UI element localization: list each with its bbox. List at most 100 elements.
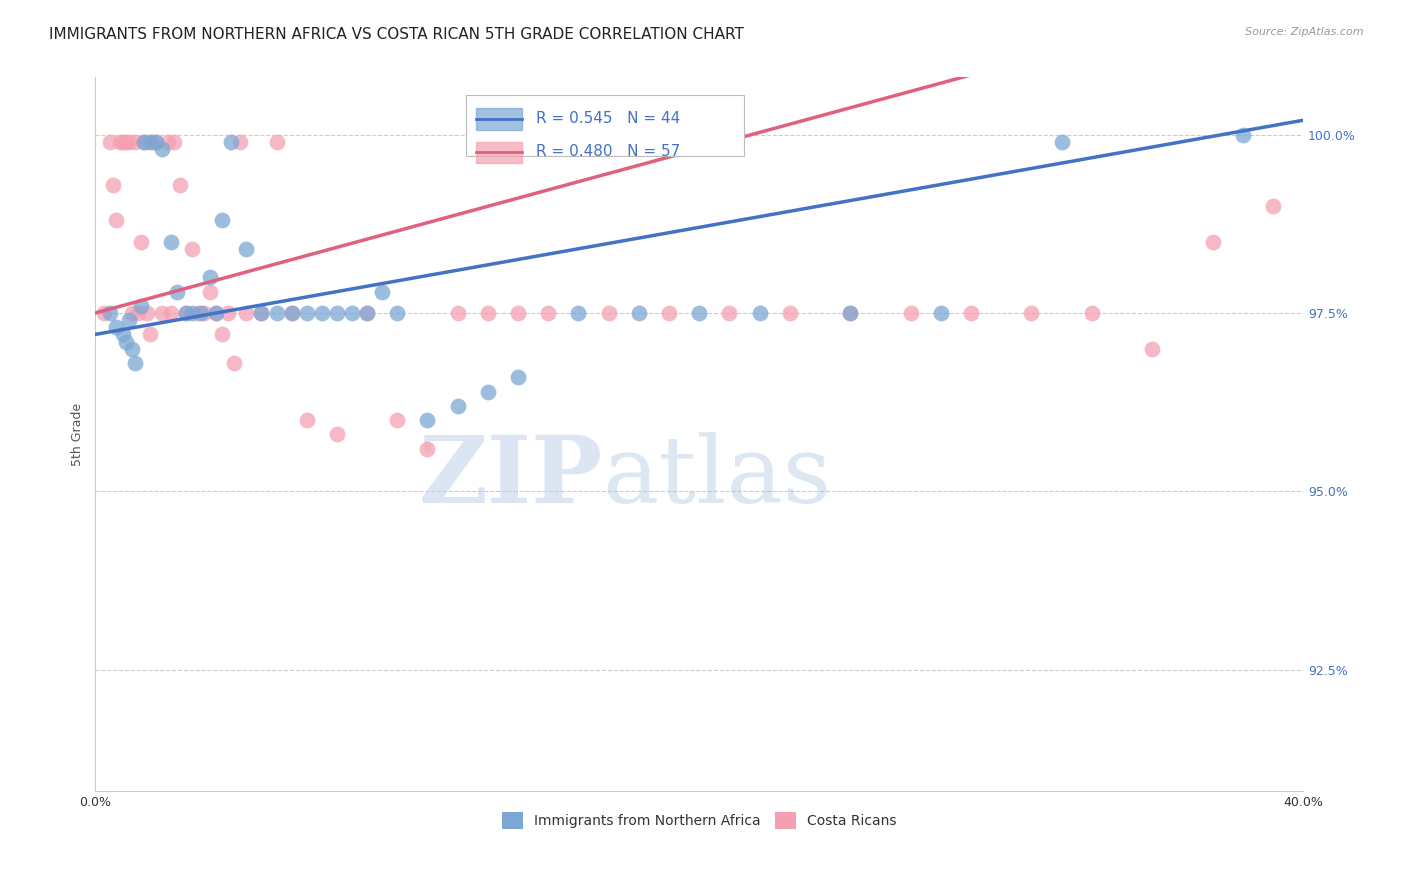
Point	[142, 135, 165, 149]
Text: Source: ZipAtlas.com: Source: ZipAtlas.com	[1246, 27, 1364, 37]
Point	[1232, 128, 1254, 142]
Point	[114, 135, 136, 149]
Point	[169, 178, 191, 192]
Point	[477, 384, 499, 399]
Point	[658, 306, 681, 320]
Point	[145, 135, 167, 149]
Point	[100, 135, 122, 149]
Point	[779, 306, 801, 320]
Text: ZIP: ZIP	[419, 433, 603, 522]
Point	[900, 306, 922, 320]
Point	[295, 306, 318, 320]
Point	[156, 135, 179, 149]
Point	[506, 306, 529, 320]
Point	[1021, 306, 1043, 320]
Point	[356, 306, 378, 320]
Point	[205, 306, 228, 320]
Point	[127, 306, 149, 320]
Point	[1140, 342, 1163, 356]
Point	[688, 306, 710, 320]
Point	[1201, 235, 1223, 249]
Point	[129, 299, 152, 313]
Point	[124, 135, 146, 149]
Point	[326, 427, 349, 442]
Y-axis label: 5th Grade: 5th Grade	[72, 403, 84, 466]
Point	[447, 399, 470, 413]
Point	[211, 213, 233, 227]
Point	[114, 334, 136, 349]
Bar	[475, 108, 522, 129]
Point	[105, 213, 128, 227]
Point	[416, 442, 439, 456]
Point	[181, 242, 204, 256]
Text: atlas: atlas	[603, 433, 832, 522]
Point	[839, 306, 862, 320]
Point	[150, 142, 173, 156]
Point	[121, 306, 143, 320]
Point	[627, 306, 650, 320]
Point	[138, 135, 160, 149]
Point	[748, 306, 770, 320]
Point	[174, 306, 197, 320]
Point	[387, 413, 409, 427]
Point	[280, 306, 302, 320]
Point	[839, 306, 862, 320]
Point	[103, 178, 125, 192]
Point	[129, 235, 152, 249]
Point	[217, 306, 239, 320]
Point	[567, 306, 589, 320]
Point	[266, 306, 288, 320]
Point	[132, 135, 155, 149]
Point	[193, 306, 215, 320]
Point	[1261, 199, 1284, 213]
Point	[160, 306, 183, 320]
Point	[224, 356, 246, 370]
Point	[187, 306, 209, 320]
Point	[190, 306, 212, 320]
Point	[280, 306, 302, 320]
Point	[387, 306, 409, 320]
Point	[326, 306, 349, 320]
Point	[235, 306, 257, 320]
Point	[108, 135, 131, 149]
Point	[371, 285, 394, 299]
Point	[929, 306, 952, 320]
Point	[93, 306, 115, 320]
Point	[235, 242, 257, 256]
Point	[181, 306, 204, 320]
Point	[105, 320, 128, 334]
Point	[506, 370, 529, 384]
Text: R = 0.480   N = 57: R = 0.480 N = 57	[536, 145, 681, 159]
Point	[311, 306, 333, 320]
Point	[250, 306, 273, 320]
Point	[356, 306, 378, 320]
Point	[219, 135, 242, 149]
Point	[111, 327, 134, 342]
Point	[447, 306, 470, 320]
Point	[266, 135, 288, 149]
Point	[198, 270, 221, 285]
Point	[598, 306, 620, 320]
Point	[205, 306, 228, 320]
Point	[132, 135, 155, 149]
Point	[718, 306, 741, 320]
Point	[121, 342, 143, 356]
Legend: Immigrants from Northern Africa, Costa Ricans: Immigrants from Northern Africa, Costa R…	[496, 806, 901, 834]
Point	[416, 413, 439, 427]
Point	[100, 306, 122, 320]
Point	[117, 135, 139, 149]
Point	[166, 285, 188, 299]
Point	[340, 306, 363, 320]
Point	[150, 306, 173, 320]
Point	[537, 306, 560, 320]
Text: R = 0.545   N = 44: R = 0.545 N = 44	[536, 111, 681, 126]
Point	[229, 135, 252, 149]
Point	[117, 313, 139, 327]
Point	[138, 327, 160, 342]
Point	[174, 306, 197, 320]
Point	[135, 306, 157, 320]
Point	[1080, 306, 1102, 320]
Point	[124, 356, 146, 370]
Point	[160, 235, 183, 249]
Point	[163, 135, 186, 149]
